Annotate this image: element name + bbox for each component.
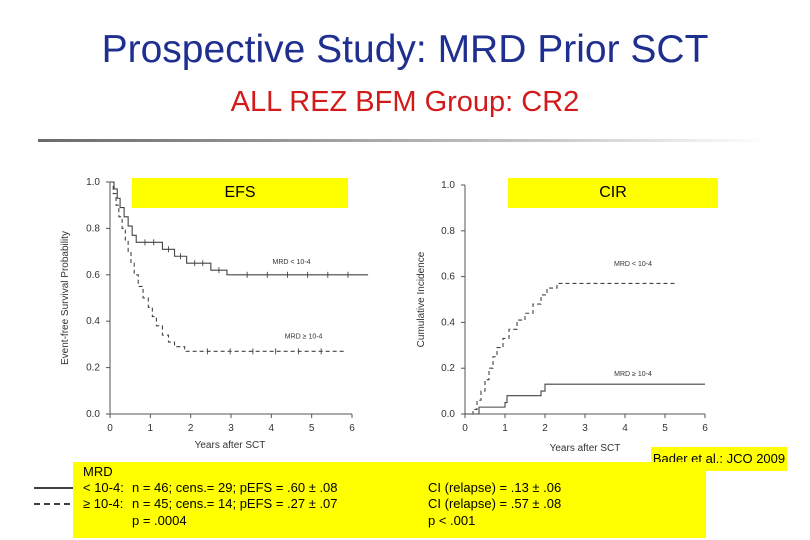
efs-title-box: EFS (132, 178, 348, 208)
citation: Bader et al.: JCO 2009 (651, 447, 787, 471)
efs-chart-title: EFS (224, 184, 256, 201)
series-annotation: MRD ≥ 10-4 (285, 333, 323, 340)
x-axis-title: Years after SCT (550, 443, 621, 454)
x-axis-title: Years after SCT (195, 440, 266, 451)
y-tick-label: 0.8 (441, 226, 455, 237)
y-axis-title: Cumulative Incidence (416, 251, 427, 347)
series-line-mrd-high (465, 282, 677, 415)
x-tick-label: 1 (148, 423, 154, 434)
legend-header: MRD (83, 464, 113, 479)
legend-low-stats: n = 46; cens.= 29; pEFS = .60 ± .08 (132, 480, 338, 495)
x-tick-label: 3 (582, 423, 588, 434)
x-tick-label: 6 (702, 423, 708, 434)
y-tick-label: 0.4 (441, 317, 455, 328)
series-annotation: MRD < 10-4 (273, 259, 311, 266)
slide-subtitle: ALL REZ BFM Group: CR2 (230, 86, 580, 118)
legend-high-stats: n = 45; cens.= 14; pEFS = .27 ± .07 (132, 496, 338, 511)
series-line-mrd-high (110, 181, 344, 352)
legend-high-label: ≥ 10-4: (83, 496, 124, 511)
x-tick-label: 5 (309, 423, 315, 434)
legend-low-label: < 10-4: (83, 480, 124, 495)
slide-title: Prospective Study: MRD Prior SCT (101, 28, 709, 71)
x-tick-label: 0 (107, 423, 113, 434)
legend-ci-low: CI (relapse) = .13 ± .06 (428, 480, 562, 495)
cir-chart-title: CIR (599, 184, 627, 201)
series-annotation: MRD ≥ 10-4 (614, 371, 652, 378)
legend-ci-high: CI (relapse) = .57 ± .08 (428, 496, 562, 511)
x-tick-label: 2 (542, 423, 548, 434)
x-tick-label: 6 (349, 423, 355, 434)
x-tick-label: 4 (269, 423, 275, 434)
x-tick-label: 2 (188, 423, 194, 434)
legend-efs-pvalue: p = .0004 (132, 513, 187, 528)
x-tick-label: 4 (622, 423, 628, 434)
legend-box: MRD < 10-4: ≥ 10-4: n = 46; cens.= 29; p… (73, 462, 706, 538)
x-tick-label: 1 (502, 423, 508, 434)
y-tick-label: 0.6 (86, 270, 100, 281)
series-line-mrd-low (465, 383, 705, 415)
x-tick-label: 3 (228, 423, 234, 434)
y-tick-label: 0.0 (441, 409, 455, 420)
x-tick-label: 0 (462, 423, 468, 434)
x-tick-label: 5 (662, 423, 668, 434)
y-tick-label: 1.0 (86, 177, 100, 188)
legend-ci-pvalue: p < .001 (428, 513, 476, 528)
y-tick-label: 0.8 (86, 223, 100, 234)
y-tick-label: 0.2 (441, 363, 455, 374)
y-axis-title: Event-free Survival Probability (60, 231, 71, 365)
series-line-mrd-low (110, 181, 369, 276)
y-tick-label: 1.0 (441, 180, 455, 191)
y-tick-label: 0.6 (441, 272, 455, 283)
y-tick-label: 0.0 (86, 409, 100, 420)
cir-title-box: CIR (508, 178, 718, 208)
y-tick-label: 0.4 (86, 316, 100, 327)
series-annotation: MRD < 10-4 (614, 261, 652, 268)
title-divider (38, 139, 770, 142)
efs-chart: 0 1 2 3 4 5 6 0.0 0.2 0.4 0.6 0.8 1.0 Years after SCT… (60, 177, 369, 451)
y-tick-label: 0.2 (86, 363, 100, 374)
cir-chart: 0 1 2 3 4 5 6 0.0 0.2 0.4 0.6 0.8 1.0 Years after SCT… (416, 180, 708, 454)
